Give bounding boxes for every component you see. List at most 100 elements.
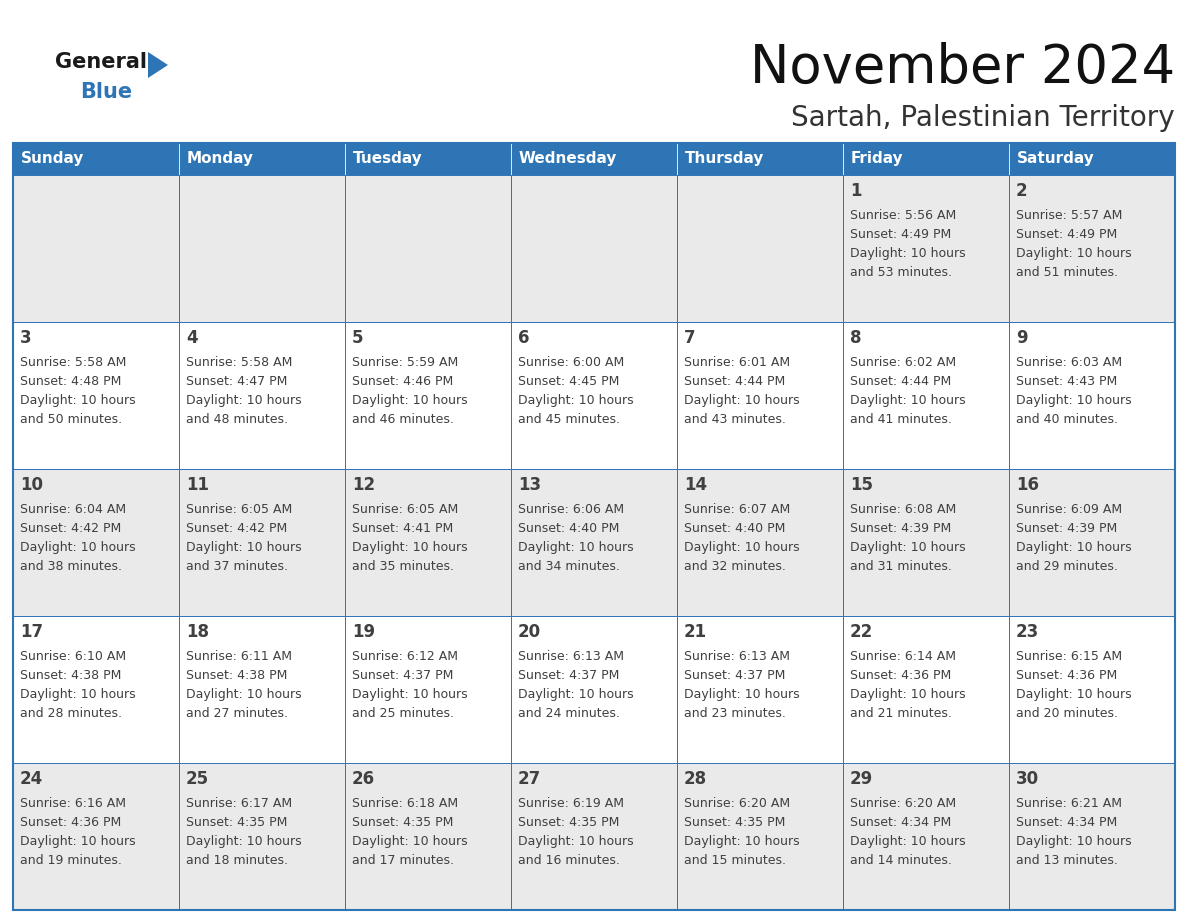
Text: Sunset: 4:46 PM: Sunset: 4:46 PM (352, 375, 454, 387)
Text: 22: 22 (849, 623, 873, 641)
Bar (1009, 143, 1175, 175)
Text: Sunset: 4:36 PM: Sunset: 4:36 PM (849, 668, 952, 681)
Text: 29: 29 (849, 770, 873, 788)
Bar (345, 469, 511, 616)
Text: Daylight: 10 hours: Daylight: 10 hours (518, 541, 633, 554)
Text: Sunrise: 6:19 AM: Sunrise: 6:19 AM (518, 797, 624, 810)
Text: 13: 13 (518, 476, 541, 494)
Bar (677, 763, 843, 910)
Text: Sunset: 4:37 PM: Sunset: 4:37 PM (352, 668, 454, 681)
Text: Sunrise: 6:09 AM: Sunrise: 6:09 AM (1016, 502, 1123, 516)
Text: Daylight: 10 hours: Daylight: 10 hours (849, 834, 966, 847)
Text: 14: 14 (684, 476, 707, 494)
Bar (345, 616, 511, 763)
Text: Daylight: 10 hours: Daylight: 10 hours (20, 394, 135, 407)
Bar (179, 763, 345, 910)
Text: Sunset: 4:36 PM: Sunset: 4:36 PM (20, 815, 121, 829)
Text: and 13 minutes.: and 13 minutes. (1016, 854, 1118, 867)
Bar (13, 469, 179, 616)
Text: Sunrise: 6:16 AM: Sunrise: 6:16 AM (20, 797, 126, 810)
Text: Daylight: 10 hours: Daylight: 10 hours (352, 394, 468, 407)
Text: 30: 30 (1016, 770, 1040, 788)
Bar (511, 616, 677, 763)
Text: Daylight: 10 hours: Daylight: 10 hours (20, 834, 135, 847)
Text: Sunrise: 6:00 AM: Sunrise: 6:00 AM (518, 355, 624, 369)
Bar (677, 322, 843, 469)
Text: Sunrise: 6:20 AM: Sunrise: 6:20 AM (849, 797, 956, 810)
Text: Sartah, Palestinian Territory: Sartah, Palestinian Territory (791, 104, 1175, 132)
Text: Sunrise: 6:04 AM: Sunrise: 6:04 AM (20, 502, 126, 516)
Bar (13, 616, 179, 763)
Text: 18: 18 (187, 623, 209, 641)
Bar (179, 616, 345, 763)
Text: Daylight: 10 hours: Daylight: 10 hours (20, 541, 135, 554)
Text: and 50 minutes.: and 50 minutes. (20, 412, 122, 426)
Bar (511, 143, 677, 175)
Text: Sunset: 4:47 PM: Sunset: 4:47 PM (187, 375, 287, 387)
Text: Sunrise: 6:07 AM: Sunrise: 6:07 AM (684, 502, 790, 516)
Text: 20: 20 (518, 623, 541, 641)
Text: Daylight: 10 hours: Daylight: 10 hours (1016, 541, 1132, 554)
Text: Sunset: 4:40 PM: Sunset: 4:40 PM (518, 521, 619, 534)
Text: and 21 minutes.: and 21 minutes. (849, 707, 952, 720)
Text: and 31 minutes.: and 31 minutes. (849, 560, 952, 573)
Bar (677, 616, 843, 763)
Text: Daylight: 10 hours: Daylight: 10 hours (684, 834, 800, 847)
Bar (843, 616, 1009, 763)
Text: Sunrise: 6:17 AM: Sunrise: 6:17 AM (187, 797, 292, 810)
Text: and 25 minutes.: and 25 minutes. (352, 707, 454, 720)
Text: and 46 minutes.: and 46 minutes. (352, 412, 454, 426)
Text: 2: 2 (1016, 182, 1028, 200)
Bar (843, 763, 1009, 910)
Text: Sunset: 4:35 PM: Sunset: 4:35 PM (518, 815, 619, 829)
Text: Tuesday: Tuesday (353, 151, 423, 166)
Text: and 35 minutes.: and 35 minutes. (352, 560, 454, 573)
Text: Daylight: 10 hours: Daylight: 10 hours (1016, 834, 1132, 847)
Text: Sunrise: 5:57 AM: Sunrise: 5:57 AM (1016, 208, 1123, 221)
Text: 1: 1 (849, 182, 861, 200)
Polygon shape (148, 52, 168, 78)
Text: and 17 minutes.: and 17 minutes. (352, 854, 454, 867)
Text: Thursday: Thursday (685, 151, 764, 166)
Text: and 45 minutes.: and 45 minutes. (518, 412, 620, 426)
Text: Sunrise: 6:10 AM: Sunrise: 6:10 AM (20, 650, 126, 663)
Text: Sunrise: 6:05 AM: Sunrise: 6:05 AM (352, 502, 459, 516)
Text: and 41 minutes.: and 41 minutes. (849, 412, 952, 426)
Text: and 37 minutes.: and 37 minutes. (187, 560, 287, 573)
Text: Daylight: 10 hours: Daylight: 10 hours (849, 541, 966, 554)
Text: Daylight: 10 hours: Daylight: 10 hours (518, 834, 633, 847)
Text: and 28 minutes.: and 28 minutes. (20, 707, 122, 720)
Text: Daylight: 10 hours: Daylight: 10 hours (849, 688, 966, 700)
Text: Daylight: 10 hours: Daylight: 10 hours (187, 688, 302, 700)
Bar (13, 175, 179, 322)
Bar (13, 763, 179, 910)
Text: Sunset: 4:35 PM: Sunset: 4:35 PM (187, 815, 287, 829)
Text: 23: 23 (1016, 623, 1040, 641)
Text: 9: 9 (1016, 329, 1028, 347)
Text: and 34 minutes.: and 34 minutes. (518, 560, 620, 573)
Text: Sunrise: 6:20 AM: Sunrise: 6:20 AM (684, 797, 790, 810)
Text: Sunset: 4:44 PM: Sunset: 4:44 PM (849, 375, 952, 387)
Bar (13, 143, 179, 175)
Text: Daylight: 10 hours: Daylight: 10 hours (1016, 688, 1132, 700)
Bar (1009, 469, 1175, 616)
Bar (511, 763, 677, 910)
Bar (179, 175, 345, 322)
Text: Daylight: 10 hours: Daylight: 10 hours (518, 394, 633, 407)
Text: 11: 11 (187, 476, 209, 494)
Text: Sunset: 4:38 PM: Sunset: 4:38 PM (20, 668, 121, 681)
Text: 5: 5 (352, 329, 364, 347)
Text: Sunset: 4:37 PM: Sunset: 4:37 PM (518, 668, 619, 681)
Text: Sunset: 4:39 PM: Sunset: 4:39 PM (849, 521, 952, 534)
Text: Sunrise: 6:08 AM: Sunrise: 6:08 AM (849, 502, 956, 516)
Text: Daylight: 10 hours: Daylight: 10 hours (352, 688, 468, 700)
Text: 17: 17 (20, 623, 43, 641)
Text: Daylight: 10 hours: Daylight: 10 hours (187, 541, 302, 554)
Text: Daylight: 10 hours: Daylight: 10 hours (849, 247, 966, 260)
Text: Sunset: 4:38 PM: Sunset: 4:38 PM (187, 668, 287, 681)
Text: and 24 minutes.: and 24 minutes. (518, 707, 620, 720)
Text: Sunset: 4:39 PM: Sunset: 4:39 PM (1016, 521, 1117, 534)
Bar (13, 143, 1175, 910)
Text: 6: 6 (518, 329, 530, 347)
Text: Daylight: 10 hours: Daylight: 10 hours (352, 541, 468, 554)
